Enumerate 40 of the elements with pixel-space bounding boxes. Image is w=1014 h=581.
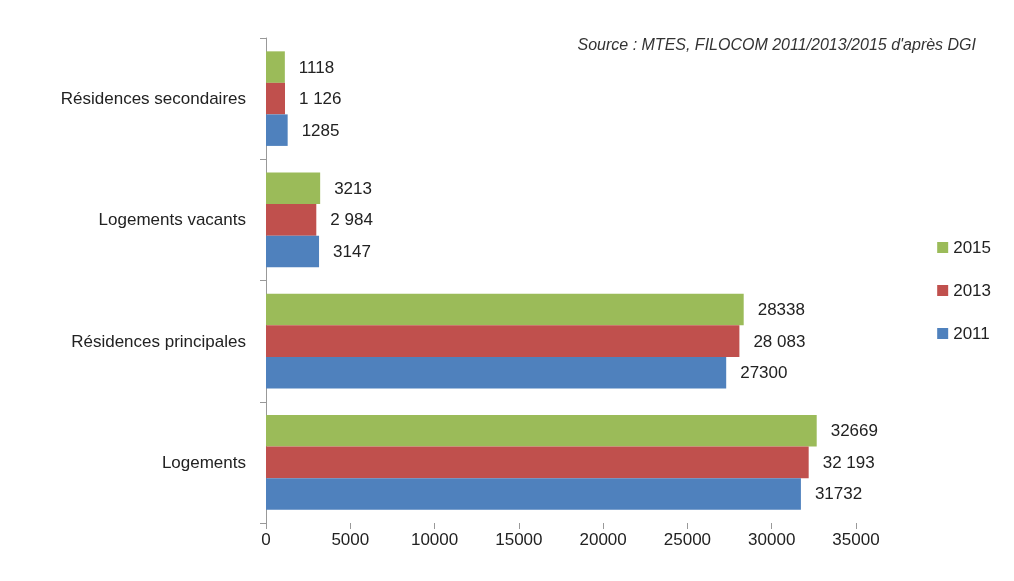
data-label: 28 083 bbox=[753, 331, 806, 351]
data-label: 32669 bbox=[830, 421, 878, 441]
x-tick-label: 5000 bbox=[331, 530, 370, 549]
x-tick-label: 10000 bbox=[410, 530, 459, 549]
legend-label: 2011 bbox=[953, 324, 990, 343]
data-label: 3147 bbox=[333, 241, 371, 261]
bar bbox=[266, 478, 801, 510]
legend-label: 2015 bbox=[953, 238, 992, 257]
bar bbox=[266, 446, 809, 479]
data-label: 28338 bbox=[757, 300, 805, 320]
bar bbox=[266, 235, 320, 268]
data-label: 2 984 bbox=[330, 210, 373, 230]
data-label: 3213 bbox=[334, 178, 372, 198]
x-tick-label: 30000 bbox=[748, 530, 796, 549]
bar bbox=[266, 325, 740, 357]
bar bbox=[266, 114, 288, 146]
x-tick-label: 20000 bbox=[579, 530, 627, 549]
bar bbox=[266, 293, 744, 326]
x-tick-label: 15000 bbox=[495, 530, 543, 549]
data-label: 1285 bbox=[301, 120, 340, 140]
y-tick-label: Résidences principales bbox=[71, 331, 246, 351]
data-label: 27300 bbox=[740, 363, 788, 383]
bar bbox=[266, 51, 285, 83]
bar bbox=[266, 82, 285, 115]
x-tick-label: 25000 bbox=[663, 530, 712, 549]
y-tick-label: Résidences secondaires bbox=[60, 89, 246, 109]
annotation: Source : MTES, FILOCOM 2011/2013/2015 d'après DGI bbox=[577, 35, 977, 53]
data-label: 31732 bbox=[814, 484, 863, 504]
data-label: 1 126 bbox=[298, 89, 342, 109]
bar bbox=[266, 204, 317, 236]
x-tick-label: 35000 bbox=[832, 530, 880, 549]
bar bbox=[266, 415, 817, 447]
bar bbox=[266, 356, 727, 389]
y-tick-label: Logements vacants bbox=[98, 210, 246, 230]
data-label: 32 193 bbox=[822, 452, 875, 472]
data-label: 1118 bbox=[298, 57, 335, 77]
y-tick-label: Logements bbox=[161, 452, 246, 472]
bar bbox=[266, 172, 321, 205]
x-tick-label: 0 bbox=[261, 530, 271, 549]
legend-label: 2013 bbox=[953, 281, 992, 300]
